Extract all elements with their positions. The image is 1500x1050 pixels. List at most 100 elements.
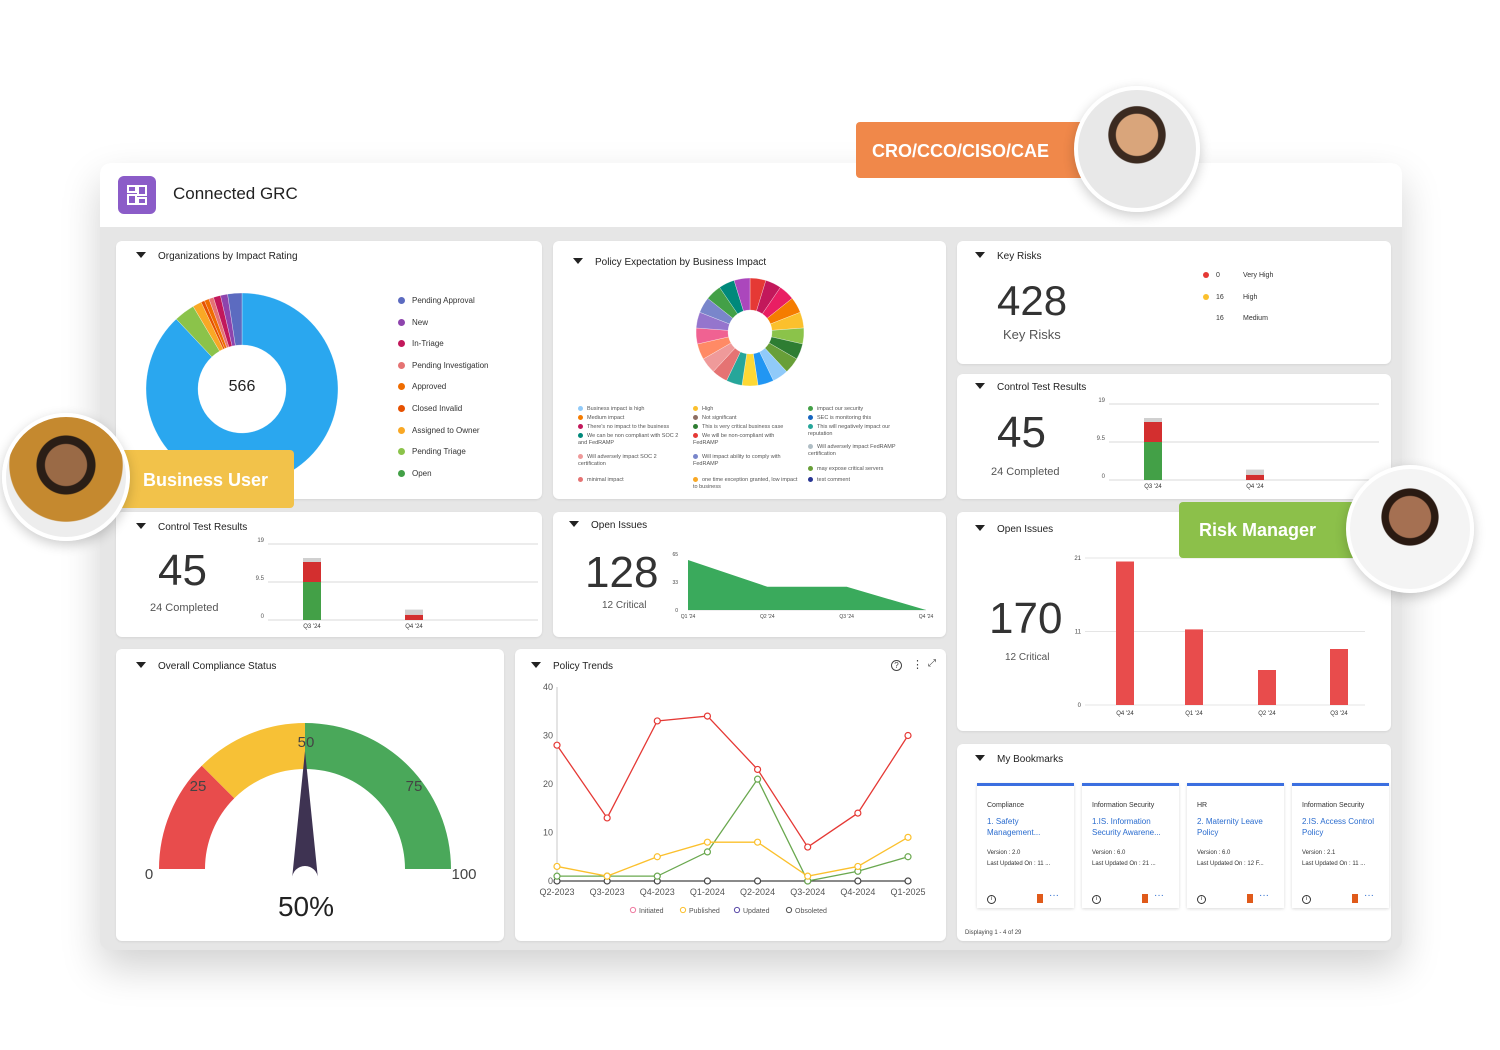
expand-icon[interactable]: ⤢ — [928, 658, 936, 669]
collapse-caret-icon[interactable] — [569, 521, 579, 527]
bookmark-card[interactable]: Compliance 1. Safety Management... Versi… — [977, 783, 1074, 908]
open-issues-mid-title[interactable]: Open Issues — [569, 520, 647, 531]
legend-item[interactable]: Medium impact — [578, 415, 686, 422]
info-icon[interactable]: i — [987, 895, 996, 904]
org-impact-donut — [145, 292, 339, 486]
collapse-caret-icon[interactable] — [975, 525, 985, 531]
legend-swatch — [578, 433, 583, 438]
legend-item[interactable]: Will adversely impact FedRAMP certificat… — [808, 444, 916, 458]
legend-item[interactable]: Open — [398, 469, 432, 478]
bar-segment — [1246, 474, 1264, 480]
legend-label: Published — [689, 908, 720, 915]
collapse-caret-icon[interactable] — [136, 662, 146, 668]
legend-item[interactable]: Pending Approval — [398, 296, 475, 305]
info-icon[interactable]: i — [1197, 895, 1206, 904]
collapse-caret-icon[interactable] — [975, 755, 985, 761]
legend-swatch — [808, 406, 813, 411]
control-tests-right-title[interactable]: Control Test Results — [975, 382, 1086, 393]
bookmark-updated: Last Updated On : 11 ... — [1302, 861, 1366, 867]
info-icon[interactable]: i — [1092, 895, 1101, 904]
bookmark-title[interactable]: 1.IS. Information Security Awarene... — [1092, 817, 1161, 837]
more-horizontal-icon[interactable]: ··· — [1049, 890, 1059, 901]
compliance-title[interactable]: Overall Compliance Status — [136, 661, 276, 672]
more-horizontal-icon[interactable]: ··· — [1259, 890, 1269, 901]
legend-item[interactable]: may expose critical servers — [808, 466, 916, 473]
bookmark-icon[interactable] — [1037, 894, 1043, 903]
policy-expectation-card: Policy Expectation by Business Impact Bu… — [553, 241, 946, 499]
more-horizontal-icon[interactable]: ··· — [1154, 890, 1164, 901]
legend-item[interactable]: High — [693, 406, 801, 413]
more-horizontal-icon[interactable]: ··· — [1364, 890, 1374, 901]
risk-level-count: 16 — [1216, 315, 1224, 322]
bookmark-icon[interactable] — [1352, 894, 1358, 903]
policy-trends-title[interactable]: Policy Trends — [531, 661, 613, 672]
series-point — [753, 877, 762, 885]
series-point — [753, 838, 762, 846]
legend-item[interactable]: Business impact is high — [578, 406, 686, 413]
y-tick-label: 0 — [261, 614, 265, 620]
legend-item[interactable]: Assigned to Owner — [398, 426, 480, 435]
collapse-caret-icon[interactable] — [975, 252, 985, 258]
control-tests-right-chart: 19 9.5 0 Q3 '24 Q4 '24 — [1097, 398, 1379, 490]
legend-item[interactable]: impact our security — [808, 406, 916, 413]
legend-item[interactable]: Approved — [398, 382, 446, 391]
legend-item[interactable]: SEC is monitoring this — [808, 415, 916, 422]
bookmark-title[interactable]: 2.IS. Access Control Policy — [1302, 817, 1375, 837]
bookmarks-title[interactable]: My Bookmarks — [975, 754, 1063, 765]
legend-item[interactable]: There's no impact to the business — [578, 424, 686, 431]
area-series — [688, 560, 926, 610]
legend-item[interactable]: minimal impact — [578, 477, 686, 484]
dashboard-grid-icon[interactable] — [118, 176, 156, 214]
legend-swatch — [693, 415, 698, 420]
open-issues-right-title[interactable]: Open Issues — [975, 524, 1053, 535]
legend-item[interactable]: Closed Invalid — [398, 404, 462, 413]
bookmark-icon[interactable] — [1247, 894, 1253, 903]
legend-item[interactable]: one time exception granted, low impact t… — [693, 477, 801, 491]
control-tests-right-label: 24 Completed — [991, 466, 1060, 478]
series-point — [904, 731, 912, 740]
key-risks-card: Key Risks 428 Key Risks 0 Very High 16 High… — [957, 241, 1391, 364]
legend-item[interactable]: We can be non compliant with SOC 2 and F… — [578, 433, 686, 447]
x-tick-label: Q3-2024 — [790, 887, 825, 897]
y-tick-label: 40 — [543, 682, 553, 692]
legend-label: may expose critical servers — [817, 466, 884, 472]
control-tests-left-chart: 19 9.5 0 Q3 '24 Q4 '24 — [256, 538, 538, 630]
series-point — [653, 872, 661, 880]
legend-item[interactable]: Not significant — [693, 415, 801, 422]
bookmark-title[interactable]: 1. Safety Management... — [987, 817, 1041, 837]
bookmark-icon[interactable] — [1142, 894, 1148, 903]
info-icon[interactable]: i — [1302, 895, 1311, 904]
collapse-caret-icon[interactable] — [136, 523, 146, 529]
y-tick-label: 19 — [1098, 398, 1105, 404]
bookmark-card[interactable]: Information Security 2.IS. Access Contro… — [1292, 783, 1389, 908]
collapse-caret-icon[interactable] — [975, 383, 985, 389]
policy-trends-card: Policy Trends ? ⋮ ⤢ 0 10 20 30 40 Q2-2023 Q3-2… — [515, 649, 946, 941]
control-tests-left-title[interactable]: Control Test Results — [136, 522, 247, 533]
policy-expectation-title[interactable]: Policy Expectation by Business Impact — [573, 257, 766, 268]
legend-item[interactable]: Will adversely impact SOC 2 certificatio… — [578, 454, 686, 468]
more-vertical-icon[interactable]: ⋮ — [912, 659, 923, 671]
legend-item[interactable]: test comment — [808, 477, 916, 484]
help-icon[interactable]: ? — [891, 660, 902, 671]
legend-item[interactable]: Pending Triage — [398, 447, 466, 456]
legend-item[interactable]: We will be non-compliant with FedRAMP — [693, 433, 801, 447]
legend-item[interactable]: Will impact ability to comply with FedRA… — [693, 454, 801, 468]
org-impact-title[interactable]: Organizations by Impact Rating — [136, 251, 298, 262]
collapse-caret-icon[interactable] — [573, 258, 583, 264]
bookmark-card[interactable]: Information Security 1.IS. Information S… — [1082, 783, 1179, 908]
bookmark-title[interactable]: 2. Maternity Leave Policy — [1197, 817, 1263, 837]
legend-item[interactable]: This is very critical business case — [693, 424, 801, 431]
legend-item[interactable]: Pending Investigation — [398, 361, 489, 370]
series-point — [553, 862, 561, 871]
x-tick-label: Q3 '24 — [839, 614, 854, 620]
legend-item[interactable]: This will negatively impact our reputati… — [808, 424, 916, 438]
key-risks-title[interactable]: Key Risks — [975, 251, 1041, 262]
bookmark-card[interactable]: HR 2. Maternity Leave Policy Version : 6… — [1187, 783, 1284, 908]
collapse-caret-icon[interactable] — [531, 662, 541, 668]
collapse-caret-icon[interactable] — [136, 252, 146, 258]
series-line — [557, 777, 909, 882]
legend-item[interactable]: New — [398, 318, 428, 327]
legend-item[interactable]: In-Triage — [398, 339, 444, 348]
legend-swatch — [808, 424, 813, 429]
gauge-tick-label: 0 — [145, 866, 153, 883]
